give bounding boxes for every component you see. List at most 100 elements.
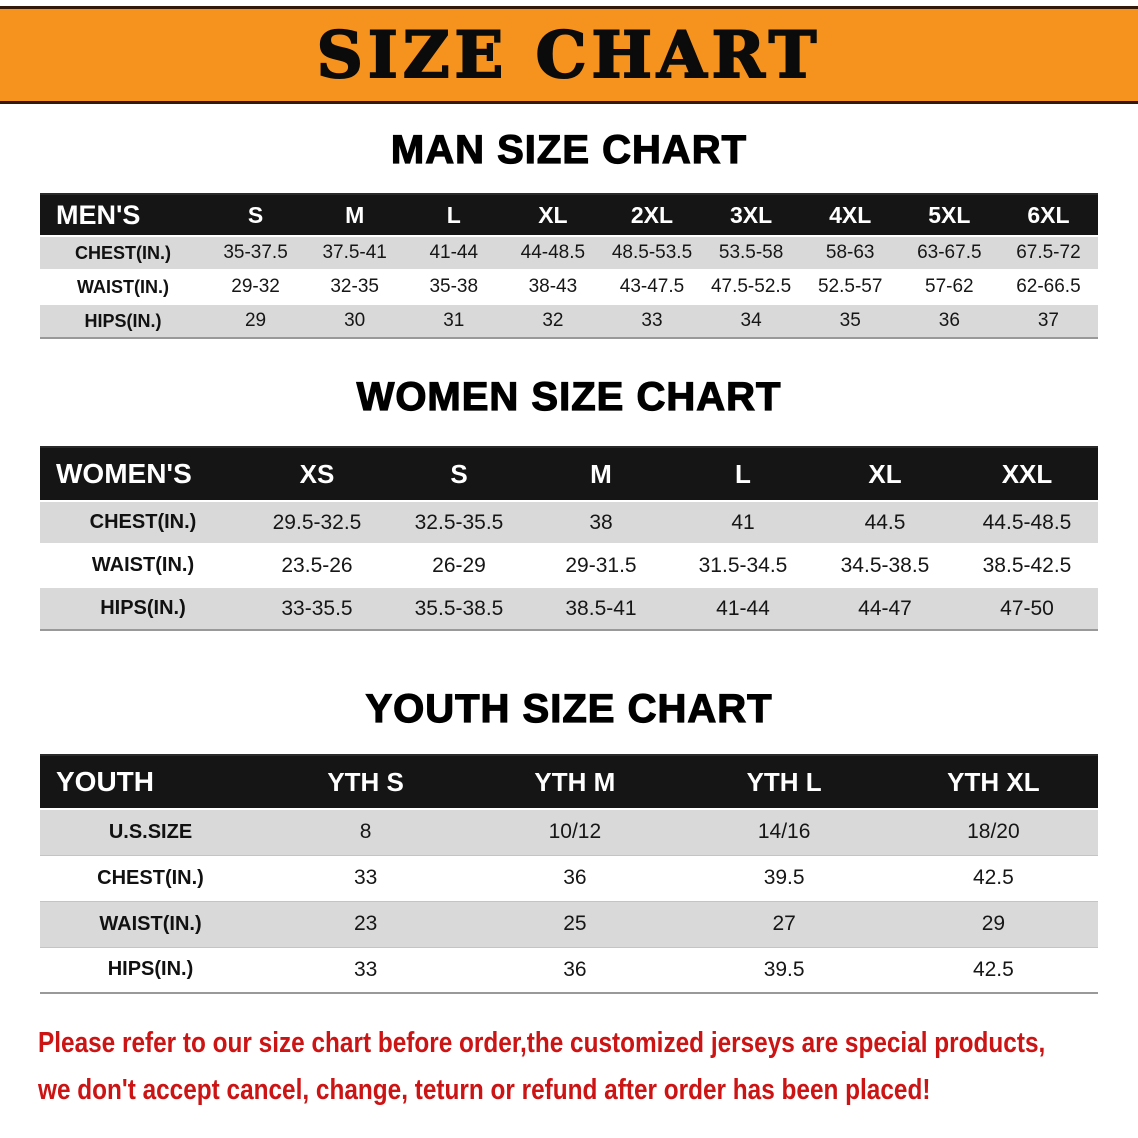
women-section-heading: WOMEN SIZE CHART: [356, 374, 782, 419]
value-cell: 53.5-58: [718, 242, 784, 263]
size-header-cell: M: [590, 458, 612, 489]
value-cell: 42.5: [972, 957, 1014, 981]
value-cell: 47-50: [1000, 596, 1054, 620]
size-header-cell: XL: [868, 458, 902, 489]
table-title-cell: YOUTH: [56, 766, 154, 797]
row-label-cell: HIPS(IN.): [107, 958, 194, 981]
value-cell: 33: [353, 866, 378, 889]
disclaimer-line-2: we don't accept cancel, change, teturn o…: [38, 1073, 931, 1106]
value-cell: 31.5-34.5: [698, 553, 788, 577]
header-row: MEN'S S M L XL 2XL 3XL 4XL 5XL 6XL: [40, 194, 1098, 236]
value-cell: 26-29: [432, 553, 486, 577]
value-cell: 14/16: [757, 820, 811, 844]
value-cell: 31: [443, 310, 465, 331]
value-cell: 47.5-52.5: [710, 276, 792, 297]
value-cell: 29-31.5: [565, 553, 637, 577]
value-cell: 44.5: [864, 510, 906, 534]
size-header-cell: 2XL: [630, 201, 674, 228]
size-header-cell: XXL: [1001, 458, 1053, 489]
value-cell: 32.5-35.5: [414, 510, 504, 534]
disclaimer: Please refer to our size chart before or…: [0, 1020, 1138, 1114]
value-cell: 62-66.5: [1016, 276, 1081, 297]
value-cell: 8: [359, 820, 372, 844]
value-cell: 38-43: [528, 276, 578, 297]
disclaimer-line-1: Please refer to our size chart before or…: [38, 1027, 1046, 1059]
row-label-cell: WAIST(IN.): [91, 554, 195, 576]
value-cell: 44.5-48.5: [982, 510, 1072, 534]
value-cell: 33: [353, 957, 378, 981]
header-row: WOMEN'S XS S M L XL XXL: [40, 447, 1098, 501]
value-cell: 18/20: [967, 820, 1020, 844]
table-title-cell: WOMEN'S: [56, 458, 192, 489]
value-cell: 41: [731, 510, 755, 534]
table-row: WAIST(IN.) 23.5-26 26-29 29-31.5 31.5-34.5 34…: [40, 544, 1098, 587]
value-cell: 25: [563, 912, 587, 935]
value-cell: 32-35: [330, 276, 379, 297]
value-cell: 44-47: [858, 596, 912, 620]
value-cell: 35-37.5: [223, 242, 288, 263]
value-cell: 38.5-41: [565, 596, 637, 620]
size-header-cell: YTH XL: [947, 766, 1040, 797]
value-cell: 39.5: [763, 866, 805, 889]
size-header-cell: S: [247, 201, 264, 228]
value-cell: 35: [839, 310, 861, 331]
youth-size-table: YOUTH YTH S YTH M YTH L YTH XL U.S.SIZE 8 10/12…: [40, 754, 1098, 994]
value-cell: 23: [353, 912, 378, 935]
men-section: MAN SIZE CHART MEN'S S M L XL 2XL 3XL 4XL 5XL 6XL…: [0, 127, 1138, 339]
value-cell: 29: [244, 310, 267, 331]
value-cell: 57-62: [925, 276, 974, 297]
value-cell: 35-38: [429, 276, 479, 297]
men-section-heading: MAN SIZE CHART: [390, 127, 748, 172]
row-label-cell: WAIST(IN.): [99, 912, 202, 935]
women-size-table: WOMEN'S XS S M L XL XXL CHEST(IN.) 29.5-32.5 32.5…: [40, 446, 1098, 631]
row-label-cell: CHEST(IN.): [75, 242, 171, 263]
row-label-cell: CHEST(IN.): [89, 511, 197, 533]
table-row: CHEST(IN.) 33 36 39.5 42.5: [40, 855, 1098, 901]
value-cell: 42.5: [972, 866, 1014, 889]
size-header-cell: M: [345, 201, 365, 228]
size-chart-page: SIZE CHART MAN SIZE CHART MEN'S S M L XL 2XL 3…: [0, 6, 1138, 1114]
value-cell: 38: [589, 510, 613, 534]
value-cell: 29: [981, 912, 1006, 935]
size-header-cell: 6XL: [1027, 201, 1070, 228]
banner: SIZE CHART: [0, 6, 1138, 104]
youth-section: YOUTH SIZE CHART YOUTH YTH S YTH M YTH L YTH…: [0, 686, 1138, 994]
row-label-cell: HIPS(IN.): [100, 597, 186, 619]
value-cell: 67.5-72: [1016, 242, 1081, 263]
size-header-cell: YTH M: [534, 766, 616, 797]
table-row: HIPS(IN.) 29 30 31 32 33 34 35 36 37: [40, 304, 1098, 338]
value-cell: 34.5-38.5: [840, 553, 930, 577]
men-size-table: MEN'S S M L XL 2XL 3XL 4XL 5XL 6XL CHEST(IN.) 35-37…: [40, 193, 1098, 339]
value-cell: 43-47.5: [619, 276, 685, 297]
row-label-cell: CHEST(IN.): [97, 866, 204, 889]
size-header-cell: 5XL: [928, 201, 971, 228]
value-cell: 10/12: [548, 820, 602, 844]
row-label-cell: U.S.SIZE: [108, 820, 193, 843]
value-cell: 23.5-26: [281, 553, 353, 577]
table-row: U.S.SIZE 8 10/12 14/16 18/20: [40, 809, 1098, 855]
value-cell: 58-63: [825, 242, 875, 263]
value-cell: 36: [563, 866, 587, 889]
value-cell: 36: [563, 957, 587, 981]
page-title: SIZE CHART: [316, 17, 822, 94]
value-cell: 32: [542, 310, 564, 331]
row-label-cell: HIPS(IN.): [84, 310, 162, 331]
size-header-cell: XS: [299, 458, 335, 489]
size-header-cell: YTH S: [327, 766, 404, 797]
header-row: YOUTH YTH S YTH M YTH L YTH XL: [40, 755, 1098, 809]
table-row: WAIST(IN.) 29-32 32-35 35-38 38-43 43-47.5 47.…: [40, 270, 1098, 304]
value-cell: 41-44: [716, 596, 770, 620]
women-section: WOMEN SIZE CHART WOMEN'S XS S M L XL XXL CHEST(…: [0, 374, 1138, 631]
table-row: WAIST(IN.) 23 25 27 29: [40, 901, 1098, 947]
value-cell: 44-48.5: [520, 242, 586, 263]
value-cell: 33: [641, 310, 663, 331]
table-row: HIPS(IN.) 33-35.5 35.5-38.5 38.5-41 41-44 44-…: [40, 587, 1098, 630]
value-cell: 52.5-57: [817, 276, 883, 297]
value-cell: 39.5: [763, 957, 805, 981]
value-cell: 41-44: [429, 242, 479, 263]
table-title-cell: MEN'S: [56, 199, 141, 230]
value-cell: 38.5-42.5: [982, 553, 1072, 577]
size-header-cell: 4XL: [829, 201, 872, 228]
value-cell: 35.5-38.5: [414, 596, 504, 620]
size-header-cell: L: [735, 458, 751, 489]
